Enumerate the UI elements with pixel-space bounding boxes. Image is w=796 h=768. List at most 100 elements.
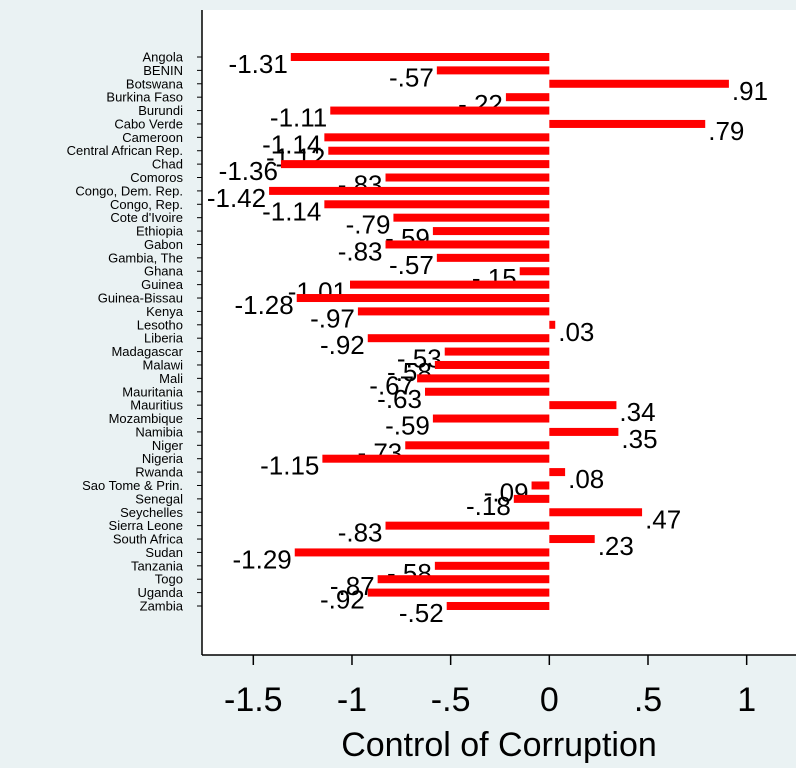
value-label: -.57 xyxy=(389,250,434,280)
bar xyxy=(446,601,550,610)
bar xyxy=(549,535,595,544)
y-tick-label: Nigeria xyxy=(142,451,184,466)
value-label: .35 xyxy=(621,424,657,454)
y-tick-label: Lesotho xyxy=(137,317,183,332)
y-tick-label: Niger xyxy=(152,438,184,453)
y-tick-label: Tanzania xyxy=(131,558,184,573)
value-label: -1.15 xyxy=(260,451,319,481)
y-tick-label: Uganda xyxy=(137,585,183,600)
y-tick-label: Madagascar xyxy=(111,344,183,359)
y-tick-label: Guinea xyxy=(141,277,184,292)
value-label: -.59 xyxy=(385,411,430,441)
y-tick-label: Rwanda xyxy=(135,465,183,480)
y-tick-label: Chad xyxy=(152,157,183,172)
y-tick-label: BENIN xyxy=(143,63,183,78)
value-label: -.83 xyxy=(338,170,383,200)
bar xyxy=(377,575,550,584)
bar xyxy=(367,588,550,597)
y-tick-label: Gabon xyxy=(144,237,183,252)
y-tick-label: Congo, Rep. xyxy=(110,197,183,212)
bar xyxy=(519,267,550,276)
y-tick-label: Liberia xyxy=(144,331,184,346)
y-tick-label: Togo xyxy=(155,572,183,587)
value-label: -.79 xyxy=(346,210,391,240)
bar xyxy=(328,146,550,155)
y-tick-label: Mozambique xyxy=(109,411,183,426)
value-label: -.59 xyxy=(385,223,430,253)
bar xyxy=(549,119,706,128)
x-tick-label: 1 xyxy=(737,681,756,719)
bar xyxy=(405,441,550,450)
value-label: -1.11 xyxy=(270,103,327,133)
value-label: -.83 xyxy=(338,518,383,548)
bar xyxy=(434,561,550,570)
y-tick-label: Ghana xyxy=(144,264,184,279)
value-label: .08 xyxy=(568,464,604,494)
x-tick-label: -.5 xyxy=(431,681,471,719)
value-label: -.63 xyxy=(377,384,422,414)
bar xyxy=(549,427,619,436)
bar xyxy=(324,133,550,142)
bar xyxy=(549,508,643,517)
bar xyxy=(549,468,566,477)
y-tick-label: Gambia, The xyxy=(108,250,183,265)
bar xyxy=(436,66,550,75)
value-label: -.57 xyxy=(389,62,434,92)
value-label: -.92 xyxy=(320,330,365,360)
value-label: .03 xyxy=(558,317,594,347)
value-label: -.22 xyxy=(458,89,503,119)
y-tick-label: Kenya xyxy=(146,304,184,319)
value-label: -1.31 xyxy=(229,49,288,79)
x-tick-label: -1.5 xyxy=(224,681,283,719)
y-tick-label: South Africa xyxy=(113,532,184,547)
value-label: .91 xyxy=(732,76,768,106)
bar xyxy=(436,253,550,262)
value-label: -1.01 xyxy=(288,277,347,307)
bar xyxy=(290,53,550,61)
bar xyxy=(444,347,550,356)
value-label: -.97 xyxy=(310,303,355,333)
value-label: -.73 xyxy=(357,437,402,467)
value-label: -.52 xyxy=(399,598,444,628)
bar xyxy=(357,307,550,316)
y-tick-label: Sierra Leone xyxy=(109,518,183,533)
bar xyxy=(549,79,729,88)
y-tick-label: Sudan xyxy=(145,545,183,560)
y-tick-label: Congo, Dem. Rep. xyxy=(75,183,183,198)
y-tick-label: Mali xyxy=(159,371,183,386)
y-tick-label: Senegal xyxy=(135,491,183,506)
y-tick-label: Ethiopia xyxy=(136,224,184,239)
y-tick-label: Cabo Verde xyxy=(114,116,183,131)
bar xyxy=(531,481,550,490)
y-tick-label: Cote d'Ivoire xyxy=(110,210,183,225)
bar xyxy=(296,294,550,303)
y-tick-label: Namibia xyxy=(135,424,183,439)
y-tick-label: Zambia xyxy=(140,598,184,613)
bar xyxy=(269,186,550,195)
value-label: -1.14 xyxy=(262,129,321,159)
value-label: -1.14 xyxy=(262,196,321,226)
y-tick-label: Seychelles xyxy=(120,505,183,520)
value-label: .34 xyxy=(619,397,655,427)
plot-area xyxy=(202,10,796,655)
y-tick-label: Malawi xyxy=(143,357,184,372)
bar xyxy=(322,454,550,463)
bar xyxy=(417,374,550,383)
x-axis-title: Control of Corruption xyxy=(341,726,657,764)
bar xyxy=(324,200,550,209)
bar xyxy=(350,280,550,289)
x-tick-label: .5 xyxy=(634,681,662,719)
value-label: -.18 xyxy=(466,491,511,521)
y-tick-label: Cameroon xyxy=(122,130,183,145)
bar xyxy=(393,213,550,222)
value-label: -.92 xyxy=(320,585,365,615)
value-label: -.87 xyxy=(330,571,375,601)
value-label: -.53 xyxy=(397,344,442,374)
bar xyxy=(385,521,550,530)
value-label: -1.28 xyxy=(234,290,293,320)
value-label: -1.29 xyxy=(232,544,291,574)
value-label: -.83 xyxy=(338,236,383,266)
y-tick-label: Mauritania xyxy=(122,384,183,399)
bar xyxy=(432,227,550,236)
